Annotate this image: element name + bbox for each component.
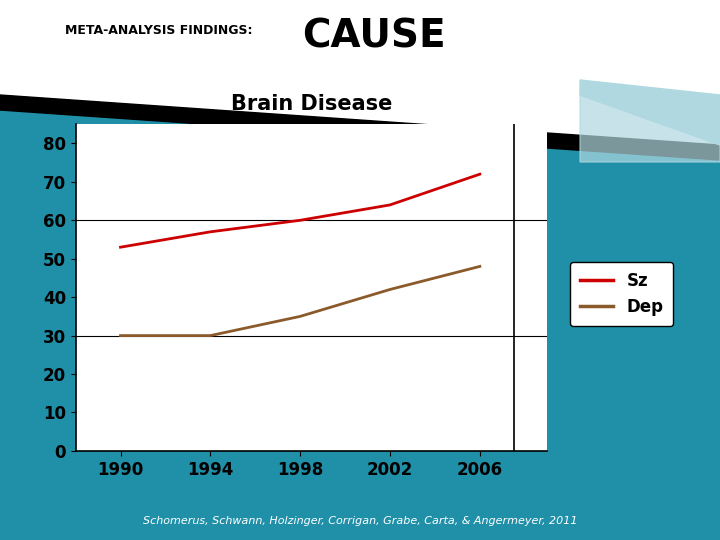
- Text: CAUSE: CAUSE: [302, 17, 446, 55]
- Title: Brain Disease: Brain Disease: [230, 94, 392, 114]
- Legend: Sz, Dep: Sz, Dep: [570, 262, 673, 326]
- Text: Schomerus, Schwann, Holzinger, Corrigan, Grabe, Carta, & Angermeyer, 2011: Schomerus, Schwann, Holzinger, Corrigan,…: [143, 516, 577, 526]
- Polygon shape: [580, 95, 720, 162]
- Polygon shape: [580, 80, 720, 145]
- Polygon shape: [0, 110, 720, 540]
- Polygon shape: [0, 95, 720, 160]
- Text: META-ANALYSIS FINDINGS:: META-ANALYSIS FINDINGS:: [65, 24, 252, 37]
